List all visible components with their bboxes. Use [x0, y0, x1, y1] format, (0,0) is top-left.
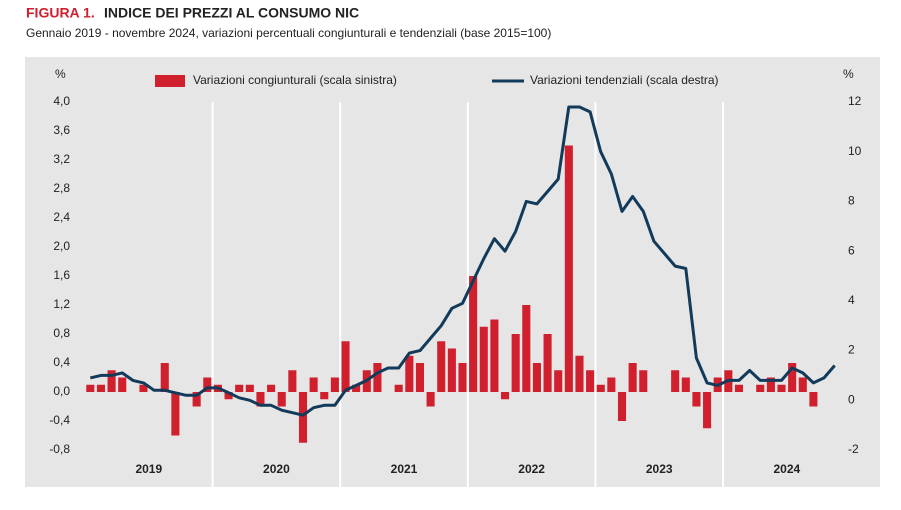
y-tick-label: 0,8 — [53, 326, 70, 340]
legend-label: Variazioni tendenziali (scala destra) — [530, 73, 719, 87]
y-tick-label: 1,2 — [53, 297, 70, 311]
y-tick-label: 0,0 — [53, 384, 70, 398]
bar — [617, 392, 627, 421]
bar — [777, 384, 786, 392]
y-tick-label: 2,8 — [53, 181, 70, 195]
y2-tick-label: 8 — [848, 194, 855, 208]
bar — [415, 363, 425, 392]
y-tick-label: 3,6 — [53, 123, 70, 137]
bar — [639, 370, 648, 392]
y-tick-label: 0,4 — [53, 355, 70, 369]
x-year-label: 2020 — [263, 462, 290, 476]
bar — [96, 384, 105, 392]
y-tick-label: -0,8 — [49, 442, 70, 456]
bar — [809, 392, 818, 407]
figure-label: FIGURA 1. — [26, 5, 95, 21]
bar — [426, 392, 435, 407]
bar — [394, 384, 403, 392]
bar — [224, 392, 233, 400]
bar — [447, 348, 456, 392]
bar — [373, 363, 382, 392]
x-year-label: 2023 — [646, 462, 673, 476]
bar — [192, 392, 201, 407]
bar — [628, 363, 637, 392]
y2-tick-label: 12 — [848, 94, 862, 108]
bar — [734, 384, 744, 392]
bar — [756, 384, 765, 392]
bar — [798, 377, 807, 392]
bar — [766, 377, 775, 392]
bar — [703, 392, 712, 429]
y-tick-label: 1,6 — [53, 268, 70, 282]
bar — [543, 334, 552, 392]
y-tick-label: 4,0 — [53, 94, 70, 108]
bar — [235, 384, 244, 392]
bar — [171, 392, 180, 436]
y2-tick-label: 2 — [848, 343, 855, 357]
bar — [352, 384, 361, 392]
y2-unit: % — [843, 67, 854, 81]
x-year-label: 2022 — [518, 462, 545, 476]
bar — [586, 370, 595, 392]
x-year-label: 2019 — [135, 462, 162, 476]
y-tick-label: 2,0 — [53, 239, 70, 253]
legend-swatch — [155, 75, 185, 87]
line — [89, 105, 836, 417]
chart-title: INDICE DEI PREZZI AL CONSUMO NIC — [104, 5, 359, 21]
bar — [405, 355, 414, 392]
y2-tick-label: 10 — [848, 144, 862, 158]
bar — [86, 384, 95, 392]
bar — [575, 355, 584, 392]
bar — [437, 341, 446, 392]
panel — [25, 57, 880, 487]
bar — [267, 384, 276, 392]
bar — [298, 392, 308, 443]
chart-subtitle: Gennaio 2019 - novembre 2024, variazioni… — [26, 26, 551, 40]
bar — [522, 305, 531, 392]
bar — [788, 363, 797, 392]
y-tick-label: -0,4 — [49, 413, 70, 427]
bar — [256, 392, 265, 407]
y2-tick-label: 0 — [848, 392, 855, 406]
y-tick-label: 2,4 — [53, 210, 70, 224]
bar — [288, 370, 297, 392]
bar — [320, 392, 329, 400]
bar — [277, 392, 286, 407]
bar — [564, 145, 573, 392]
bar — [245, 384, 254, 392]
bar — [681, 377, 690, 392]
bar — [203, 377, 212, 392]
bar — [139, 384, 148, 392]
bar — [554, 370, 563, 392]
bar — [330, 377, 339, 392]
bar — [511, 334, 520, 392]
bar — [596, 384, 605, 392]
y-unit: % — [55, 67, 66, 81]
bar — [469, 276, 478, 392]
bar — [532, 363, 541, 392]
bar — [671, 370, 680, 392]
y-tick-label: 3,2 — [53, 152, 70, 166]
y2-tick-label: -2 — [848, 442, 859, 456]
y2-tick-label: 6 — [848, 243, 855, 257]
bar — [692, 392, 701, 407]
bar — [500, 392, 510, 400]
bar — [107, 370, 116, 392]
x-year-label: 2021 — [391, 462, 418, 476]
legend-label: Variazioni congiunturali (scala sinistra… — [193, 73, 397, 87]
x-year-label: 2024 — [773, 462, 800, 476]
bar — [458, 363, 467, 392]
bar — [309, 377, 318, 392]
bar — [118, 377, 127, 392]
bar — [607, 377, 616, 392]
bar — [479, 326, 488, 392]
bar — [490, 319, 499, 392]
y2-tick-label: 4 — [848, 293, 855, 307]
bar — [341, 341, 350, 392]
bar — [160, 363, 169, 392]
